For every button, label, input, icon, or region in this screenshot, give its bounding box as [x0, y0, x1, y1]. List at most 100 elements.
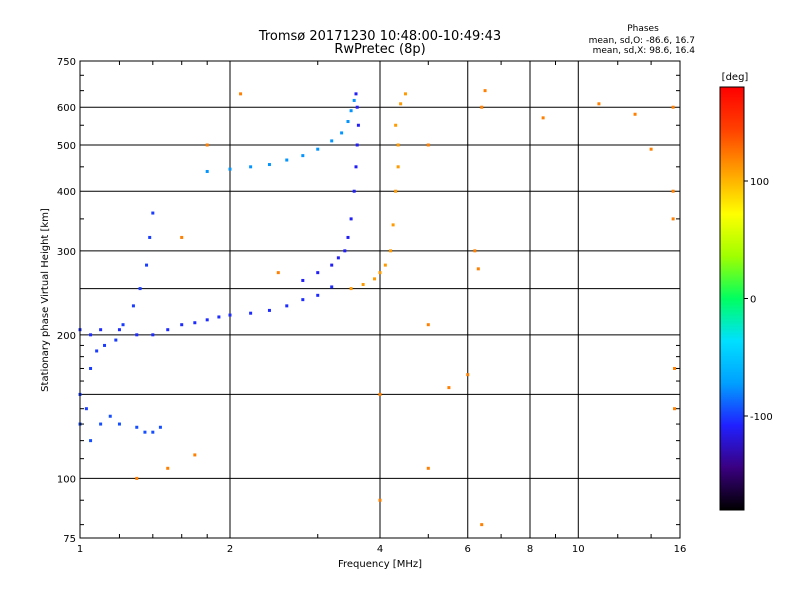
data-point — [267, 163, 271, 167]
data-point — [597, 102, 601, 106]
data-point — [378, 271, 382, 275]
data-point — [396, 165, 400, 169]
plot-frame — [79, 60, 681, 539]
data-point — [356, 123, 360, 127]
data-point — [426, 143, 430, 147]
data-point — [354, 165, 358, 169]
data-point — [480, 523, 484, 527]
data-point — [389, 249, 393, 253]
data-point — [330, 263, 334, 267]
data-point — [138, 287, 142, 291]
data-point — [403, 92, 407, 96]
y-tick-label: 200 — [57, 331, 76, 342]
colorbar-frame — [719, 86, 745, 511]
data-point — [349, 217, 353, 221]
data-point — [483, 89, 487, 93]
data-point — [336, 256, 340, 260]
data-point — [135, 425, 139, 429]
data-point — [89, 366, 93, 370]
data-point — [267, 308, 271, 312]
data-point — [426, 466, 430, 470]
data-point — [95, 349, 99, 353]
chart-title: Tromsø 20171230 10:48:00-10:49:43 — [258, 29, 501, 44]
data-point — [117, 422, 121, 426]
data-point — [193, 321, 197, 325]
stats-heading: Phases — [627, 24, 659, 34]
data-point — [378, 392, 382, 396]
data-point — [151, 430, 155, 434]
data-point — [121, 323, 125, 327]
data-point — [84, 407, 88, 411]
y-tick-label: 400 — [57, 187, 76, 198]
data-point — [396, 143, 400, 147]
data-point — [228, 313, 232, 317]
colorbar-label: [deg] — [722, 72, 749, 83]
data-point — [166, 466, 170, 470]
data-point — [373, 277, 377, 281]
data-point — [480, 105, 484, 109]
data-point — [103, 343, 107, 347]
data-point — [316, 271, 320, 275]
data-point — [99, 328, 103, 332]
data-point — [355, 105, 359, 109]
data-point — [473, 249, 477, 253]
data-point — [228, 167, 232, 171]
data-point — [340, 131, 344, 135]
data-point — [316, 147, 320, 151]
data-point — [108, 414, 112, 418]
data-point — [89, 333, 93, 337]
data-point — [131, 304, 135, 308]
data-point — [180, 323, 184, 327]
data-point — [671, 217, 675, 221]
data-points — [78, 89, 677, 527]
data-point — [671, 105, 675, 109]
data-point — [143, 430, 147, 434]
data-point — [399, 102, 403, 106]
data-point — [649, 147, 653, 151]
x-tick-label: 1 — [77, 544, 83, 555]
y-tick-label: 100 — [57, 474, 76, 485]
data-point — [249, 165, 253, 169]
grid-lines — [80, 61, 680, 538]
data-point — [316, 293, 320, 297]
colorbar-tick-label: 0 — [750, 295, 756, 306]
y-tick-label: 300 — [57, 247, 76, 258]
data-point — [151, 333, 155, 337]
data-point — [249, 311, 253, 315]
data-point — [426, 323, 430, 327]
data-point — [378, 498, 382, 502]
data-point — [394, 123, 398, 127]
y-tick-label: 600 — [57, 103, 76, 114]
data-point — [151, 211, 155, 215]
stats-line-o: mean, sd,O: -86.6, 16.7 — [589, 36, 695, 46]
data-point — [145, 263, 149, 267]
data-point — [361, 282, 365, 286]
data-point — [330, 285, 334, 289]
axes: 1 2 4 6 8 10 16 750 600 500 400 300 200 100 75 — [57, 57, 686, 555]
data-point — [301, 298, 305, 302]
stats-line-x: mean, sd,X: 98.6, 16.4 — [593, 46, 696, 56]
data-point — [355, 143, 359, 147]
data-point — [205, 318, 209, 322]
data-point — [349, 287, 353, 291]
data-point — [633, 112, 637, 116]
x-axis-label: Frequency [MHz] — [338, 559, 422, 570]
data-point — [476, 267, 480, 271]
data-point — [352, 98, 356, 102]
data-point — [343, 249, 347, 253]
data-point — [205, 169, 209, 173]
data-point — [330, 139, 334, 143]
data-point — [180, 235, 184, 239]
data-point — [135, 333, 139, 337]
data-point — [346, 235, 350, 239]
y-tick-label: 500 — [57, 141, 76, 152]
y-axis-label: Stationary phase Virtual Height [km] — [40, 208, 51, 392]
data-point — [301, 154, 305, 158]
colorbar — [720, 87, 744, 510]
x-tick-label: 6 — [465, 544, 471, 555]
data-point — [671, 189, 675, 193]
data-point — [166, 328, 170, 332]
data-point — [466, 373, 470, 377]
y-tick-label: 750 — [57, 57, 76, 68]
